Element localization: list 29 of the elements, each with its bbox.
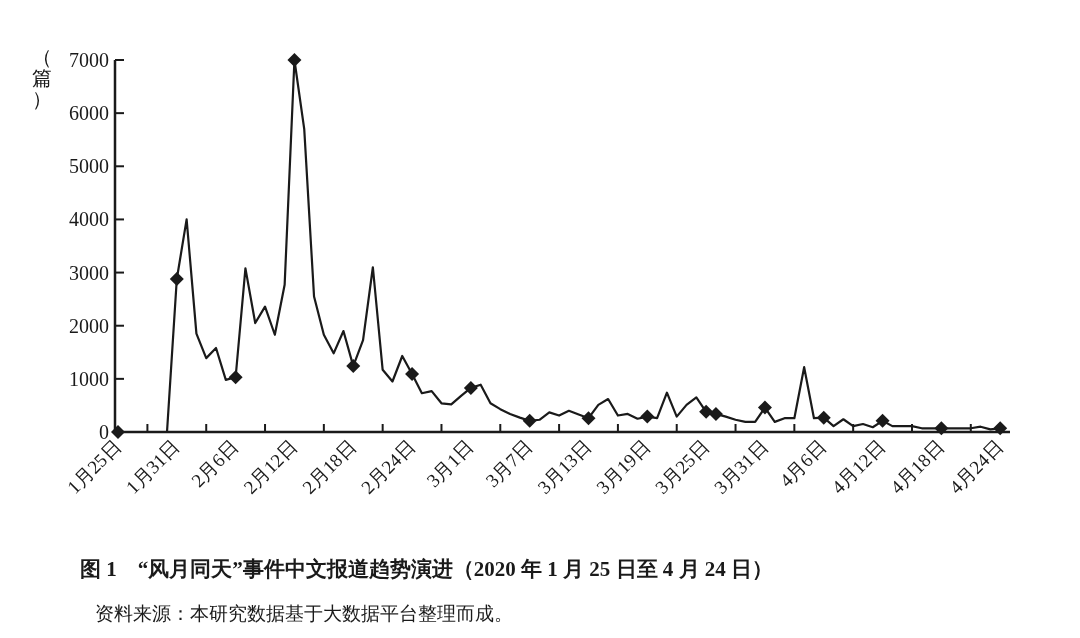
y-tick-label: 4000: [69, 208, 109, 231]
point: [699, 404, 714, 419]
point: [287, 53, 302, 67]
text: 资料来源：本研究数据基于大数据平台整理而成。: [95, 603, 513, 624]
x-tick-label: 1月31日: [121, 435, 184, 498]
y-tick-label: 5000: [69, 155, 109, 178]
point: [581, 411, 596, 426]
y-tick-label: 1000: [69, 367, 109, 390]
point: [934, 421, 949, 436]
x-tick-label: 3月1日: [422, 435, 478, 492]
point: [522, 413, 537, 428]
y-tick-label: 7000: [69, 49, 109, 71]
y-axis-title: （篇）: [32, 46, 52, 110]
point: [405, 367, 420, 382]
point: [346, 359, 361, 374]
point: [111, 425, 125, 439]
point: [757, 400, 772, 415]
point: [228, 370, 243, 385]
text: 图 1 “风月同天”事件中文报道趋势演进（2020 年 1 月 25 日至 4 月 24 日）: [80, 557, 773, 581]
y-tick-label: 3000: [69, 261, 109, 284]
point: [816, 410, 831, 425]
y-tick-label: 2000: [69, 314, 109, 337]
point: [169, 271, 184, 286]
y-tick-label: 6000: [69, 102, 109, 125]
point: [708, 406, 723, 421]
point: [640, 409, 655, 424]
point: [875, 413, 890, 428]
point: [993, 421, 1008, 436]
point: [463, 380, 478, 395]
